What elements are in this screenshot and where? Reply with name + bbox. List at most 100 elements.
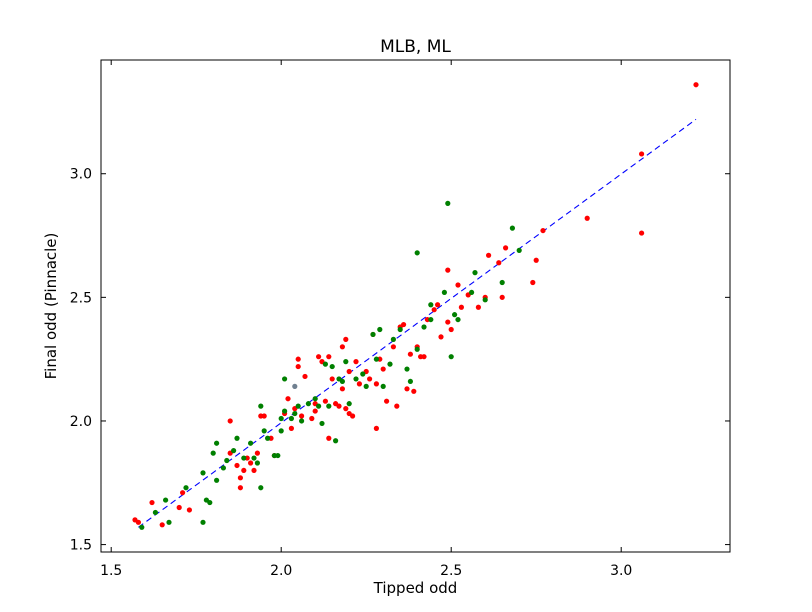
red-data-point [458, 304, 464, 310]
green-data-point [152, 509, 158, 516]
green-data-point [234, 435, 240, 441]
red-data-point [237, 475, 243, 481]
red-data-point [499, 294, 505, 300]
green-data-point [516, 247, 522, 253]
green-data-point [254, 460, 260, 466]
red-data-point [455, 282, 461, 288]
green-data-point [482, 297, 488, 303]
green-data-point [380, 383, 386, 389]
green-data-point [210, 450, 216, 456]
green-data-point [220, 465, 226, 471]
red-data-point [475, 304, 481, 310]
y-tick-label: 1.5 [70, 538, 92, 554]
red-data-point [540, 227, 546, 234]
red-data-point [530, 279, 536, 286]
green-data-point [258, 485, 264, 491]
green-data-point [292, 410, 298, 417]
y-tick-label: 3.0 [70, 167, 92, 183]
red-data-point [404, 386, 410, 392]
red-data-point [237, 485, 243, 491]
green-data-point [353, 376, 359, 382]
green-data-point [163, 497, 169, 503]
green-data-point [343, 359, 349, 365]
plot-frame [100, 59, 731, 553]
red-data-point [639, 230, 645, 236]
red-data-point [309, 415, 315, 422]
fit-line-layer [138, 118, 697, 528]
green-data-point [370, 331, 376, 338]
green-data-point [258, 403, 264, 409]
red-data-point [135, 519, 141, 525]
red-data-point [693, 82, 699, 88]
green-data-point [251, 455, 257, 461]
red-data-point [356, 381, 362, 387]
red-data-point [380, 366, 386, 372]
x-axis-label: Tipped odd [373, 579, 458, 597]
green-data-point [421, 324, 427, 330]
green-data-point [333, 438, 339, 444]
red-data-point [227, 418, 233, 424]
red-data-point [445, 319, 451, 325]
green-data-point [499, 279, 505, 286]
green-data-point [231, 448, 237, 454]
red-data-point [503, 245, 509, 251]
green-data-point [404, 366, 410, 372]
red-data-point [486, 252, 492, 258]
green-data-point [312, 396, 318, 402]
regression-fit-line [138, 118, 697, 528]
red-data-point [346, 368, 352, 375]
red-data-point [316, 354, 322, 360]
red-data-point [254, 450, 260, 456]
green-data-point [390, 336, 396, 342]
red-data-point [384, 398, 390, 404]
green-data-point [316, 403, 322, 409]
red-data-point [343, 406, 349, 412]
green-data-point [275, 452, 281, 459]
red-data-point [407, 351, 413, 357]
red-data-point [411, 388, 417, 394]
x-tick-label: 1.5 [100, 563, 122, 579]
red-data-point [299, 413, 305, 419]
x-tick-label: 3.0 [610, 563, 632, 579]
data-points-layer [132, 82, 699, 530]
green-data-point [387, 361, 393, 367]
x-tick-label: 2.0 [270, 563, 292, 579]
red-data-point [373, 425, 379, 431]
red-data-point [295, 363, 301, 370]
axis-ticks: 1.5 2.0 2.5 3.0 1.5 2.0 2.5 3.0 [70, 60, 730, 579]
red-data-point [261, 413, 267, 419]
y-tick-label: 2.5 [70, 290, 92, 306]
red-data-point [496, 260, 502, 266]
green-data-point [278, 415, 284, 422]
red-data-point [438, 334, 444, 340]
green-data-point [373, 356, 379, 362]
green-data-point [166, 519, 172, 525]
red-data-point [241, 467, 247, 474]
red-data-point [326, 435, 332, 441]
green-data-point [288, 415, 294, 422]
gray-data-point [292, 383, 298, 389]
green-data-point [363, 383, 369, 389]
green-data-point [322, 361, 328, 367]
green-data-point [200, 470, 206, 476]
green-data-point [295, 403, 301, 409]
green-data-point [414, 346, 420, 352]
green-data-point [319, 420, 325, 427]
red-data-point [322, 398, 328, 404]
green-data-point [282, 408, 288, 414]
green-data-point [428, 316, 434, 323]
green-data-point [397, 326, 403, 333]
red-data-point [326, 354, 332, 360]
green-data-point [282, 376, 288, 382]
red-data-point [639, 151, 645, 157]
green-data-point [445, 200, 451, 206]
red-data-point [339, 386, 345, 392]
green-data-point [377, 326, 383, 333]
green-data-point [214, 477, 220, 483]
red-data-point [445, 267, 451, 273]
red-data-point [394, 403, 400, 409]
green-data-point [509, 225, 515, 231]
green-data-point [360, 371, 366, 377]
chart-title: MLB, ML [380, 37, 451, 57]
